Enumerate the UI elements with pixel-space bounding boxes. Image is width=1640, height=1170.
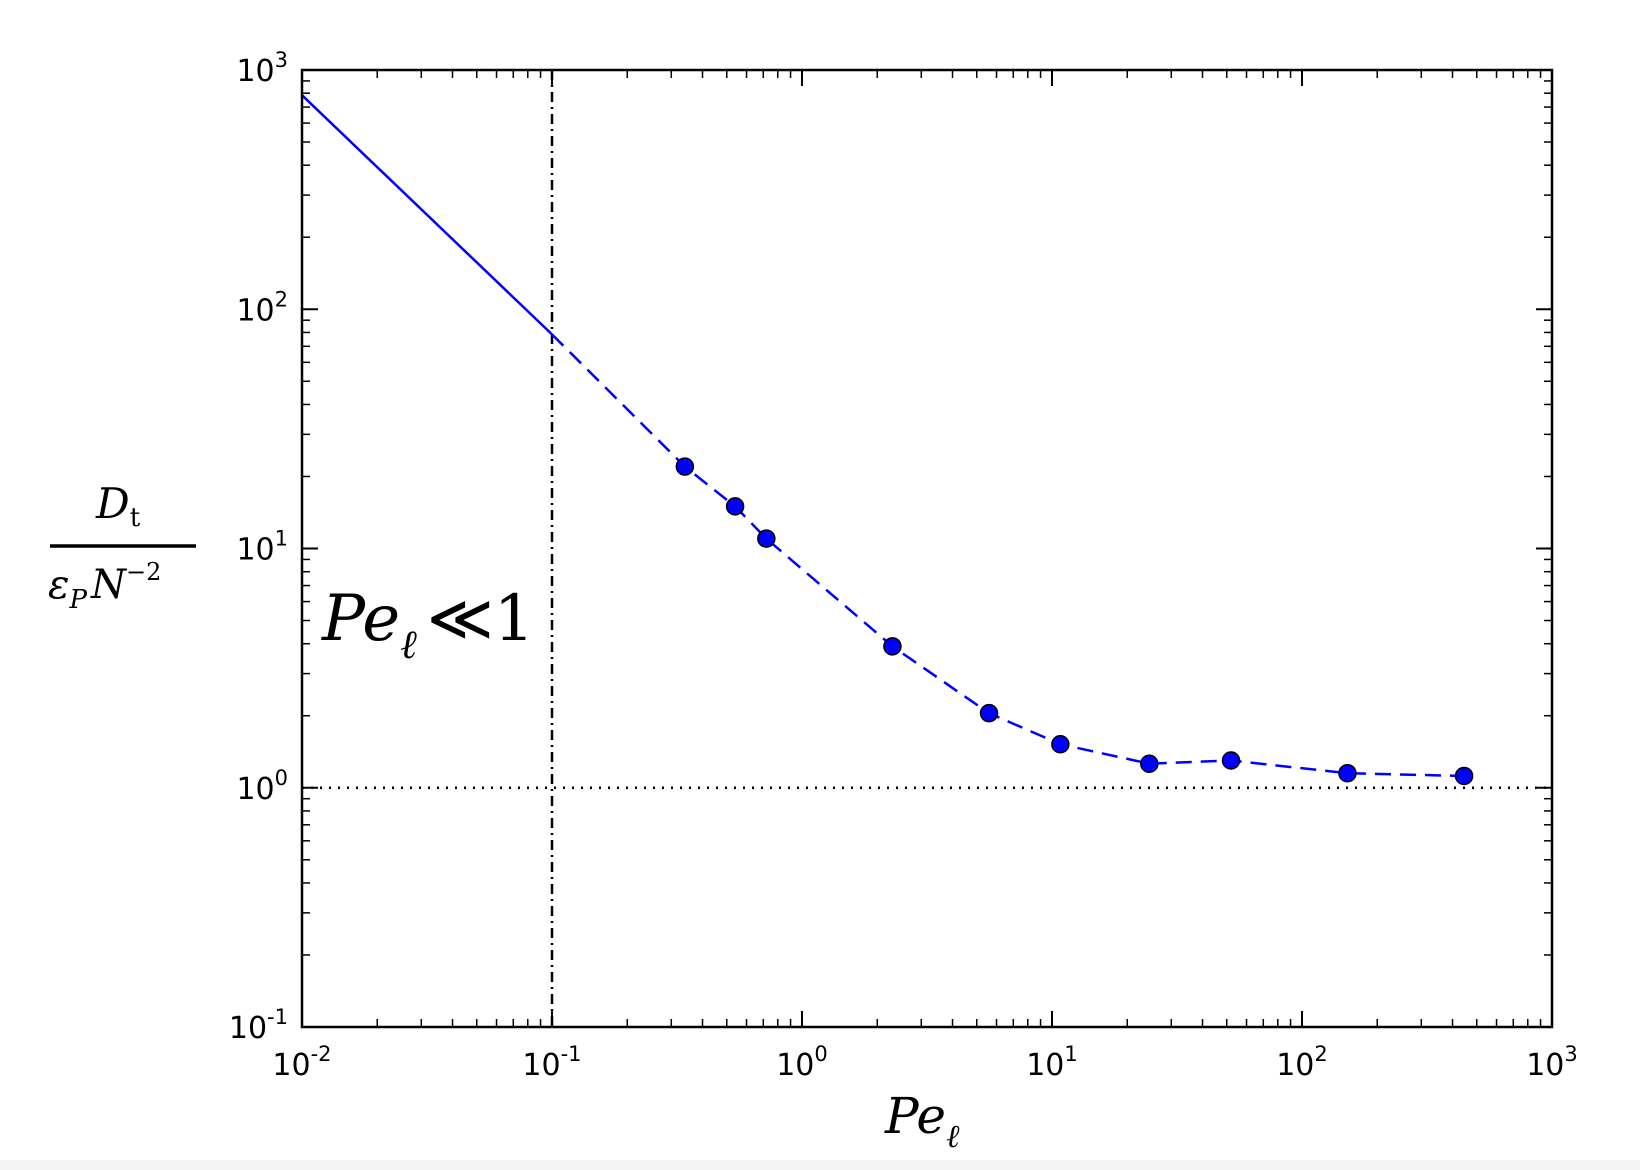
fit-line-solid <box>301 94 553 336</box>
x-tick-label: 10-1 <box>522 1042 581 1083</box>
minor-ticks <box>302 70 1552 1027</box>
x-tick-label: 10-2 <box>272 1042 331 1083</box>
y-tick-base: 10 <box>236 772 274 807</box>
data-point <box>883 637 902 656</box>
data-point <box>1221 751 1241 770</box>
y-tick-exp: 2 <box>275 287 288 311</box>
data-point <box>675 457 695 476</box>
data-point <box>1454 766 1474 786</box>
annotation-main: Pe <box>321 582 400 656</box>
data-point <box>1051 734 1070 754</box>
y-tick-exp: 0 <box>275 766 288 790</box>
y-label-epsilon-sub: P <box>68 585 87 615</box>
data-point <box>979 703 999 723</box>
y-axis-label: Dt εP N−2 <box>48 479 196 615</box>
x-tick-labels: 10-2 10-1 100 101 102 103 <box>272 1042 1577 1083</box>
x-tick-base: 10 <box>776 1048 814 1083</box>
x-tick-exp: 1 <box>1064 1042 1077 1066</box>
x-tick-exp: -1 <box>561 1042 582 1066</box>
data-points <box>675 457 1474 786</box>
x-tick-exp: 0 <box>814 1042 827 1066</box>
x-tick-label: 103 <box>1526 1042 1578 1083</box>
y-tick-label: 103 <box>236 48 288 89</box>
x-tick-base: 10 <box>272 1048 310 1083</box>
x-tick-label: 101 <box>1026 1042 1078 1083</box>
y-tick-base: 10 <box>236 54 274 89</box>
data-point <box>1338 763 1357 783</box>
x-tick-label: 102 <box>1276 1042 1328 1083</box>
x-axis-label-main: Pe <box>884 1087 946 1145</box>
y-label-D-sub: t <box>130 503 141 533</box>
data-point <box>1140 754 1159 773</box>
y-tick-exp: 3 <box>275 48 288 72</box>
plot-frame <box>300 68 1554 1029</box>
y-tick-label: 102 <box>236 287 288 328</box>
data-point <box>725 497 745 516</box>
y-label-denominator: εP N−2 <box>48 558 161 615</box>
x-tick-exp: -2 <box>311 1042 332 1066</box>
annotation: Peℓ ≪1 <box>321 582 534 668</box>
reference-lines <box>302 70 1552 1027</box>
x-tick-base: 10 <box>1526 1048 1564 1083</box>
y-tick-label: 101 <box>236 527 288 568</box>
x-tick-base: 10 <box>1026 1048 1064 1083</box>
x-axis-label-sub: ℓ <box>946 1117 960 1155</box>
x-tick-exp: 2 <box>1314 1042 1327 1066</box>
y-tick-exp: -1 <box>267 1005 288 1029</box>
y-tick-base: 10 <box>229 1011 267 1046</box>
data-point <box>757 529 776 548</box>
x-tick-base: 10 <box>522 1048 560 1083</box>
annotation-sub: ℓ <box>400 622 417 668</box>
x-tick-base: 10 <box>1276 1048 1314 1083</box>
y-label-N-sup: −2 <box>126 558 161 586</box>
y-label-N: N <box>90 562 128 608</box>
y-label-D: D <box>95 479 130 528</box>
annotation-relation: ≪1 <box>427 582 535 656</box>
y-tick-base: 10 <box>236 293 274 328</box>
x-tick-exp: 3 <box>1564 1042 1577 1066</box>
y-label-epsilon: ε <box>48 562 69 608</box>
x-axis-label: Peℓ <box>884 1087 960 1155</box>
y-tick-label: 10-1 <box>229 1005 288 1046</box>
footer-bar <box>0 1160 1640 1170</box>
x-tick-label: 100 <box>776 1042 828 1083</box>
y-tick-base: 10 <box>236 533 274 568</box>
y-tick-exp: 1 <box>275 527 288 551</box>
y-tick-label: 100 <box>236 766 288 807</box>
y-label-numerator: Dt <box>95 479 141 533</box>
